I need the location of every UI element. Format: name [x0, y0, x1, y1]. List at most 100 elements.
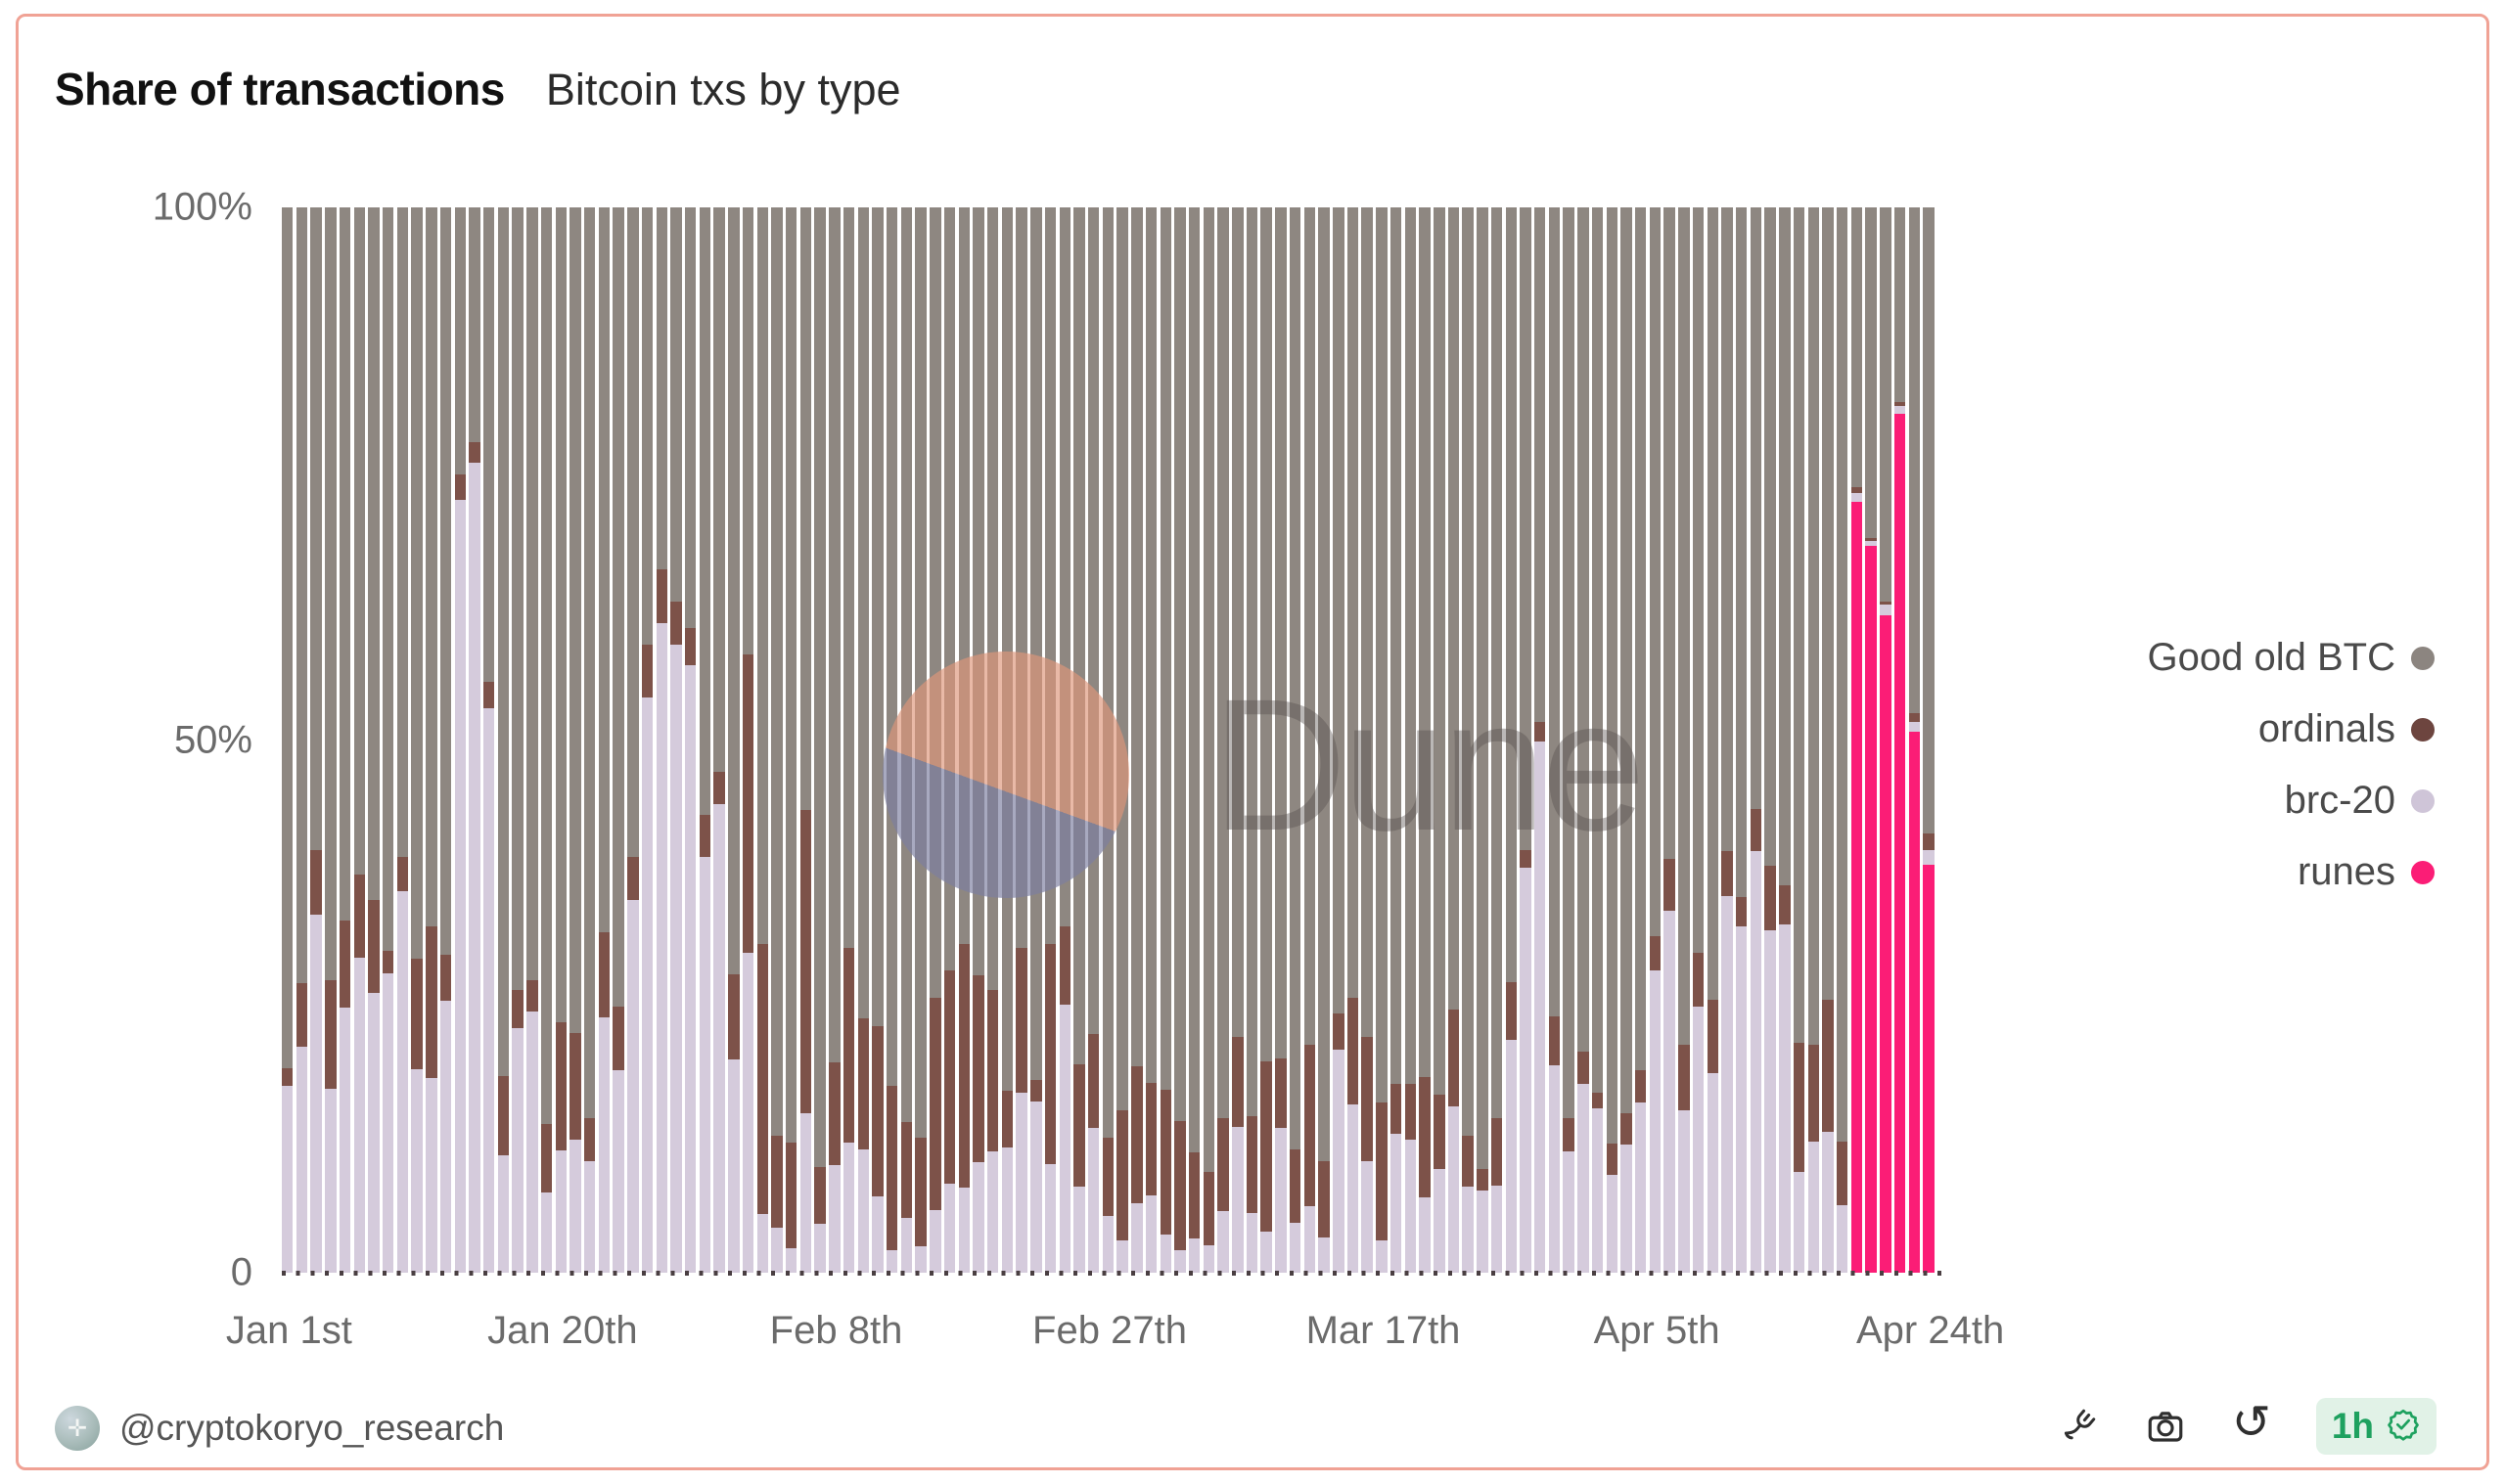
bar-mar-26[interactable] [1505, 207, 1518, 1273]
bar-apr-4[interactable] [1635, 207, 1647, 1273]
bar-mar-12[interactable] [1303, 207, 1316, 1273]
bar-jan-6[interactable] [353, 207, 366, 1273]
bar-feb-14[interactable] [915, 207, 927, 1273]
bar-apr-16[interactable] [1807, 207, 1820, 1273]
bar-mar-7[interactable] [1232, 207, 1244, 1273]
bar-jan-30[interactable] [699, 207, 711, 1273]
bar-feb-28[interactable] [1116, 207, 1128, 1273]
bar-jan-2[interactable] [296, 207, 308, 1273]
bar-jan-10[interactable] [411, 207, 423, 1273]
bar-jan-17[interactable] [512, 207, 524, 1273]
bar-mar-27[interactable] [1520, 207, 1531, 1273]
bar-mar-1[interactable] [1145, 207, 1158, 1273]
bar-mar-13[interactable] [1318, 207, 1330, 1273]
bar-jan-19[interactable] [540, 207, 553, 1273]
bar-jan-13[interactable] [454, 207, 467, 1273]
bar-apr-17[interactable] [1822, 207, 1834, 1273]
bar-apr-10[interactable] [1721, 207, 1733, 1273]
legend-item-brc-20[interactable]: brc-20 [2148, 765, 2435, 836]
bar-jan-15[interactable] [482, 207, 495, 1273]
bar-jan-18[interactable] [526, 207, 538, 1273]
bar-mar-10[interactable] [1275, 207, 1287, 1273]
bar-feb-1[interactable] [728, 207, 740, 1273]
bar-feb-25[interactable] [1073, 207, 1085, 1273]
bar-mar-2[interactable] [1160, 207, 1171, 1273]
bar-jan-4[interactable] [325, 207, 337, 1273]
bar-apr-18[interactable] [1837, 207, 1848, 1273]
bar-feb-4[interactable] [771, 207, 783, 1273]
bar-apr-22[interactable] [1893, 207, 1906, 1273]
bar-feb-29[interactable] [1131, 207, 1143, 1273]
bar-mar-21[interactable] [1434, 207, 1445, 1273]
bar-mar-30[interactable] [1563, 207, 1574, 1273]
bar-jan-1[interactable] [282, 207, 294, 1273]
bar-jan-5[interactable] [339, 207, 351, 1273]
bar-feb-3[interactable] [756, 207, 768, 1273]
bar-mar-15[interactable] [1346, 207, 1359, 1273]
refresh-status-badge[interactable]: 1h [2315, 1398, 2437, 1455]
legend-item-good-old-btc[interactable]: Good old BTC [2148, 622, 2435, 694]
bar-feb-21[interactable] [1016, 207, 1027, 1273]
bar-apr-9[interactable] [1707, 207, 1719, 1273]
bar-feb-5[interactable] [785, 207, 797, 1273]
bar-feb-27[interactable] [1102, 207, 1115, 1273]
bar-mar-22[interactable] [1447, 207, 1460, 1273]
bar-mar-11[interactable] [1289, 207, 1301, 1273]
bar-jan-8[interactable] [382, 207, 394, 1273]
bar-feb-6[interactable] [799, 207, 812, 1273]
bar-mar-3[interactable] [1174, 207, 1186, 1273]
bar-feb-22[interactable] [1030, 207, 1042, 1273]
bar-feb-16[interactable] [943, 207, 956, 1273]
bar-mar-25[interactable] [1490, 207, 1503, 1273]
bar-apr-21[interactable] [1880, 207, 1891, 1273]
bar-jan-14[interactable] [469, 207, 480, 1273]
legend-item-ordinals[interactable]: ordinals [2148, 694, 2435, 765]
bar-mar-20[interactable] [1419, 207, 1431, 1273]
bar-feb-11[interactable] [872, 207, 884, 1273]
camera-icon[interactable] [2144, 1405, 2187, 1448]
bar-feb-19[interactable] [986, 207, 999, 1273]
bar-mar-29[interactable] [1548, 207, 1561, 1273]
bar-mar-8[interactable] [1246, 207, 1258, 1273]
bar-mar-17[interactable] [1376, 207, 1388, 1273]
bar-jan-7[interactable] [368, 207, 380, 1273]
bar-mar-24[interactable] [1477, 207, 1488, 1273]
bar-jan-9[interactable] [396, 207, 409, 1273]
bar-mar-18[interactable] [1389, 207, 1402, 1273]
refresh-icon[interactable]: ↺ [2231, 1397, 2271, 1449]
bar-jan-11[interactable] [426, 207, 437, 1273]
bar-apr-23[interactable] [1908, 207, 1921, 1273]
bar-mar-5[interactable] [1203, 207, 1215, 1273]
bar-apr-3[interactable] [1620, 207, 1632, 1273]
bar-apr-1[interactable] [1591, 207, 1604, 1273]
bar-feb-9[interactable] [843, 207, 855, 1273]
bar-jan-27[interactable] [656, 207, 667, 1273]
bar-apr-8[interactable] [1692, 207, 1705, 1273]
bar-mar-31[interactable] [1577, 207, 1589, 1273]
bar-jan-16[interactable] [497, 207, 510, 1273]
bar-mar-4[interactable] [1188, 207, 1201, 1273]
bar-jan-26[interactable] [641, 207, 654, 1273]
bar-feb-13[interactable] [900, 207, 913, 1273]
bar-apr-5[interactable] [1649, 207, 1662, 1273]
bar-apr-7[interactable] [1678, 207, 1690, 1273]
bar-jan-12[interactable] [439, 207, 452, 1273]
bar-apr-13[interactable] [1764, 207, 1776, 1273]
bar-apr-2[interactable] [1606, 207, 1618, 1273]
bar-jan-3[interactable] [310, 207, 322, 1273]
bar-apr-19[interactable] [1850, 207, 1863, 1273]
bar-mar-16[interactable] [1361, 207, 1373, 1273]
fork-icon[interactable] [2058, 1405, 2101, 1448]
bar-jan-24[interactable] [613, 207, 624, 1273]
legend-item-runes[interactable]: runes [2148, 836, 2435, 908]
bar-apr-15[interactable] [1793, 207, 1805, 1273]
bar-feb-20[interactable] [1001, 207, 1014, 1273]
bar-jan-31[interactable] [713, 207, 725, 1273]
bar-mar-14[interactable] [1333, 207, 1344, 1273]
bar-jan-22[interactable] [583, 207, 596, 1273]
bar-feb-17[interactable] [958, 207, 970, 1273]
bar-mar-6[interactable] [1217, 207, 1229, 1273]
bar-jan-20[interactable] [555, 207, 568, 1273]
bar-jan-23[interactable] [598, 207, 611, 1273]
bar-feb-24[interactable] [1059, 207, 1070, 1273]
